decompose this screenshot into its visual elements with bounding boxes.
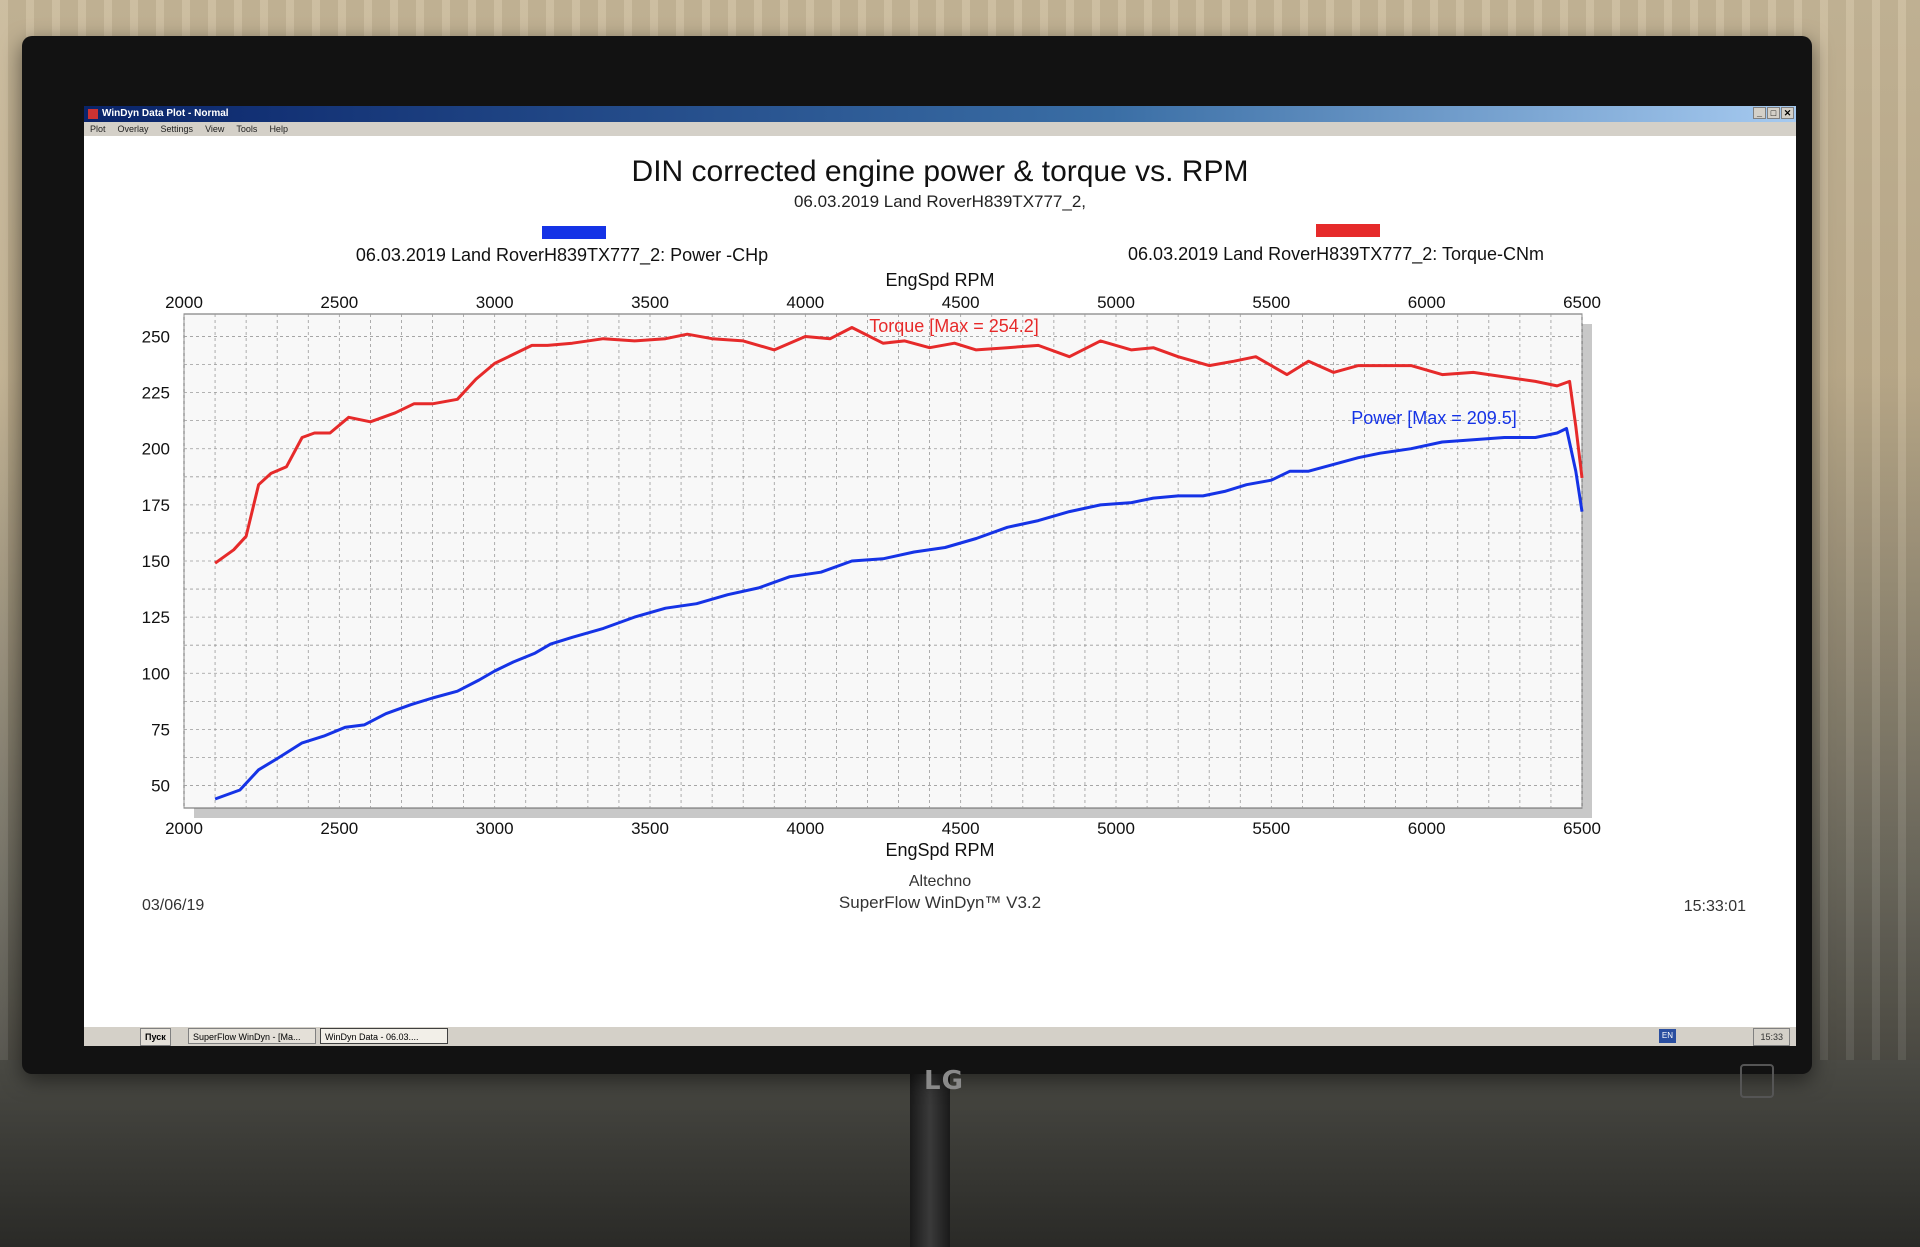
x-tick-label-top: 4000	[786, 293, 824, 312]
bottom-x-tick-labels: 2000 2500 3000 3500 4000 4500 5000 5500 6000 6500	[165, 819, 1601, 838]
x-tick-label-top: 4500	[942, 293, 980, 312]
app-icon	[88, 109, 98, 119]
x-axis-label-top: EngSpd RPM	[885, 270, 994, 290]
footer-date: 03/06/19	[142, 897, 204, 914]
start-button[interactable]: Пуск	[140, 1028, 171, 1046]
torque-series-line	[214, 326, 1584, 565]
y-tick-label: 150	[142, 552, 170, 571]
close-button[interactable]: ✕	[1781, 107, 1794, 119]
y-tick-label: 225	[142, 384, 170, 403]
plot-area: DIN corrected engine power & torque vs. …	[84, 136, 1796, 1026]
taskbar-item-data-plot[interactable]: WinDyn Data - 06.03....	[320, 1028, 448, 1044]
chart-subtitle: 06.03.2019 Land RoverH839TX777_2,	[794, 192, 1086, 211]
footer-software: SuperFlow WinDyn™ V3.2	[839, 893, 1041, 912]
x-tick-label-bottom: 4500	[942, 819, 980, 838]
footer-time: 15:33:01	[1684, 898, 1746, 915]
window-titlebar[interactable]: WinDyn Data Plot - Normal _ □ ✕	[84, 106, 1796, 122]
x-tick-label-bottom: 4000	[786, 819, 824, 838]
x-tick-label-bottom: 6500	[1563, 819, 1601, 838]
x-tick-label-bottom: 5500	[1252, 819, 1290, 838]
maximize-button[interactable]: □	[1767, 107, 1780, 119]
power-max-annotation: Power [Max = 209.5]	[1351, 408, 1517, 428]
x-tick-label-top: 2000	[165, 293, 203, 312]
x-tick-label-bottom: 2500	[320, 819, 358, 838]
x-tick-label-top: 5500	[1252, 293, 1290, 312]
top-x-tick-labels: 2000 2500 3000 3500 4000 4500 5000 5500 6000 6500	[165, 293, 1601, 312]
desk	[0, 1060, 1920, 1247]
y-tick-label: 100	[142, 664, 170, 683]
legend-label-torque: 06.03.2019 Land RoverH839TX777_2: Torque…	[1128, 244, 1544, 265]
dyno-chart: DIN corrected engine power & torque vs. …	[142, 155, 1746, 915]
screen: WinDyn Data Plot - Normal _ □ ✕ Plot Ove…	[84, 106, 1796, 1046]
x-tick-label-bottom: 3000	[476, 819, 514, 838]
window-title: WinDyn Data Plot - Normal	[102, 108, 229, 119]
taskbar: Пуск SuperFlow WinDyn - [Ma... WinDyn Da…	[84, 1026, 1796, 1046]
footer-company: Altechno	[909, 873, 971, 890]
chart-title: DIN corrected engine power & torque vs. …	[632, 155, 1249, 188]
system-tray-clock: 15:33	[1753, 1028, 1790, 1046]
power-icon	[1740, 1064, 1774, 1098]
x-tick-label-bottom: 2000	[165, 819, 203, 838]
menu-view[interactable]: View	[205, 124, 225, 134]
menu-overlay[interactable]: Overlay	[117, 124, 149, 134]
minimize-button[interactable]: _	[1753, 107, 1766, 119]
power-series-line	[214, 427, 1584, 801]
x-tick-label-top: 2500	[320, 293, 358, 312]
x-tick-label-top: 5000	[1097, 293, 1135, 312]
x-tick-label-top: 6500	[1563, 293, 1601, 312]
x-tick-label-top: 6000	[1408, 293, 1446, 312]
grid-lines	[183, 314, 1583, 808]
monitor-brand-logo: LG	[924, 1066, 964, 1096]
y-tick-label: 125	[142, 608, 170, 627]
y-tick-label: 175	[142, 496, 170, 515]
y-tick-label: 50	[151, 777, 170, 796]
language-indicator[interactable]: EN	[1658, 1029, 1676, 1043]
x-tick-label-bottom: 6000	[1408, 819, 1446, 838]
legend-swatch-torque	[1316, 224, 1380, 237]
y-tick-label: 75	[151, 720, 170, 739]
y-tick-label: 250	[142, 327, 170, 346]
y-tick-label: 200	[142, 440, 170, 459]
torque-max-annotation: Torque [Max = 254.2]	[869, 316, 1039, 336]
taskbar-item-windyn[interactable]: SuperFlow WinDyn - [Ma...	[188, 1028, 316, 1044]
x-axis-label-bottom: EngSpd RPM	[885, 840, 994, 860]
y-tick-labels: 50 75 100 125 150 175 200 225 250	[142, 327, 170, 795]
monitor-stand	[910, 1074, 950, 1247]
menu-settings[interactable]: Settings	[160, 124, 194, 134]
menu-plot[interactable]: Plot	[90, 124, 106, 134]
x-tick-label-top: 3000	[476, 293, 514, 312]
menu-tools[interactable]: Tools	[236, 124, 258, 134]
legend-label-power: 06.03.2019 Land RoverH839TX777_2: Power …	[356, 245, 768, 266]
monitor: LG WinDyn Data Plot - Normal _ □ ✕ Plot …	[22, 36, 1812, 1098]
menu-bar: Plot Overlay Settings View Tools Help	[84, 122, 1796, 136]
legend-swatch-power	[542, 226, 606, 239]
x-tick-label-top: 3500	[631, 293, 669, 312]
x-tick-label-bottom: 3500	[631, 819, 669, 838]
menu-help[interactable]: Help	[269, 124, 288, 134]
x-tick-label-bottom: 5000	[1097, 819, 1135, 838]
